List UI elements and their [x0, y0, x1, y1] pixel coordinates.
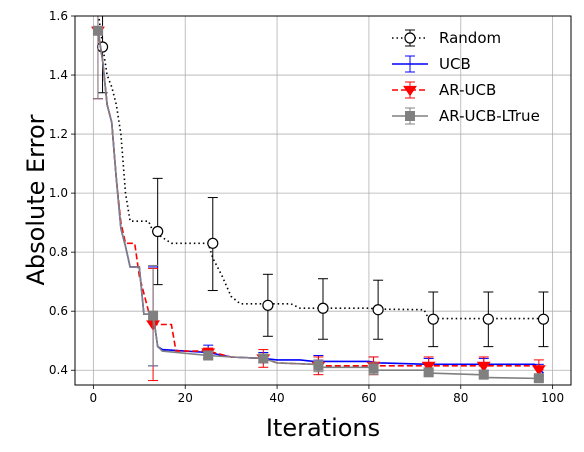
data-point — [427, 313, 439, 325]
series-line — [97, 16, 544, 320]
data-point — [317, 302, 329, 314]
legend-marker — [403, 85, 417, 97]
data-point — [313, 360, 324, 371]
y-axis-label: Absolute Error — [22, 114, 50, 285]
legend-label: Random — [439, 29, 501, 47]
data-point — [421, 361, 436, 373]
x-tick-label: 80 — [453, 391, 468, 405]
data-point — [152, 225, 164, 238]
x-tick-label: 20 — [178, 391, 193, 405]
legend-marker — [405, 111, 415, 121]
x-tick-label: 0 — [90, 391, 98, 405]
series-layer — [91, 16, 550, 384]
legend-entry-1: UCB — [392, 55, 471, 73]
data-point — [96, 41, 109, 53]
data-point — [423, 367, 434, 378]
data-point — [203, 350, 214, 361]
legend: Random UCB AR-UCB AR-UCB-LTrue — [392, 29, 540, 125]
series-0 — [96, 16, 550, 348]
data-point — [258, 353, 269, 364]
y-tick-label: 0.4 — [49, 363, 68, 377]
data-point — [533, 373, 544, 384]
x-tick-label: 40 — [269, 391, 284, 405]
data-point — [148, 310, 159, 321]
y-tick-label: 1.2 — [49, 127, 68, 141]
data-point — [368, 363, 379, 374]
legend-label: AR-UCB-LTrue — [439, 107, 540, 125]
x-tick-label: 60 — [361, 391, 376, 405]
data-point — [372, 304, 384, 316]
plot-frame — [74, 15, 572, 386]
data-point — [92, 25, 103, 36]
series-3 — [92, 16, 544, 384]
y-tick-label: 1.0 — [49, 186, 68, 200]
y-tick-label: 0.8 — [49, 245, 68, 259]
y-tick-label: 0.6 — [49, 304, 68, 318]
data-point — [207, 237, 219, 249]
legend-entry-0: Random — [392, 29, 501, 47]
data-point — [531, 365, 546, 376]
axes: 0 20 40 60 80 100 0.4 0.6 0.8 1.0 1.2 1.4 1.6 — [49, 9, 564, 405]
y-tick-label: 1.6 — [49, 9, 68, 23]
series-line — [97, 30, 544, 380]
data-point — [478, 369, 489, 380]
x-tick-label: 100 — [541, 391, 564, 405]
y-tick-label: 1.4 — [49, 68, 68, 82]
legend-marker — [404, 32, 416, 44]
data-point — [537, 313, 550, 325]
legend-label: AR-UCB — [439, 81, 496, 99]
data-point — [476, 361, 491, 373]
data-point — [262, 299, 274, 311]
x-axis-label: Iterations — [266, 414, 380, 442]
legend-label: UCB — [439, 55, 471, 73]
legend-entry-2: AR-UCB — [392, 81, 496, 99]
legend-entry-3: AR-UCB-LTrue — [392, 107, 540, 125]
data-point — [482, 313, 494, 325]
